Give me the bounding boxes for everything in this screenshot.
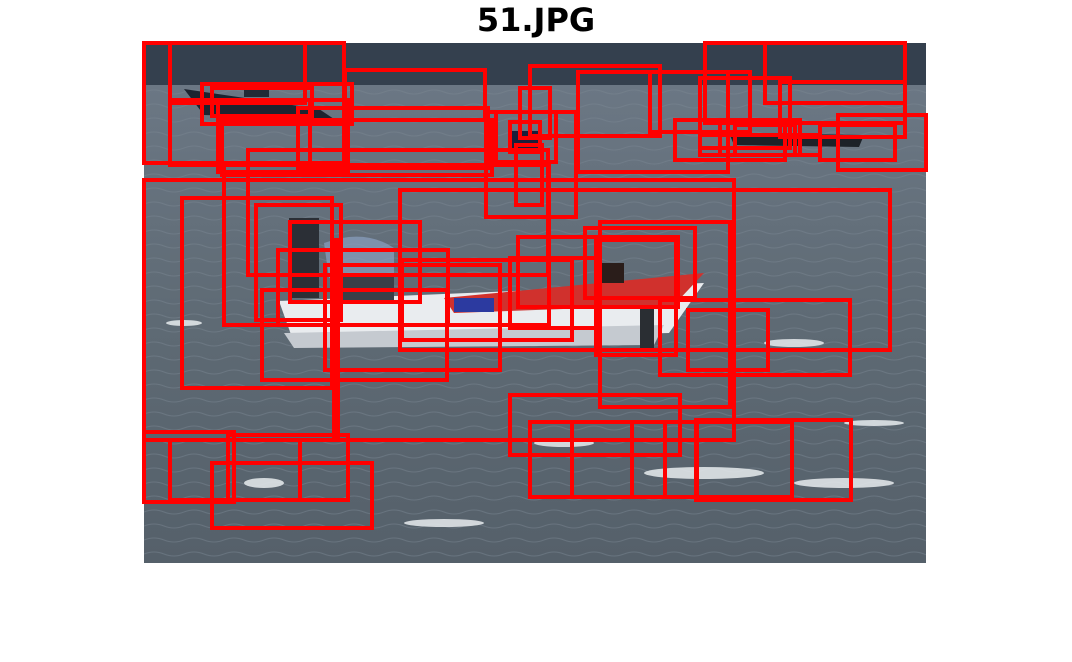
photo <box>144 43 926 563</box>
figure-title: 51.JPG <box>476 1 596 39</box>
far-shoreline <box>144 43 926 85</box>
distant-buoy <box>512 131 542 153</box>
distant-boat-right <box>729 133 864 147</box>
boat-on-lake-photo <box>144 43 926 563</box>
